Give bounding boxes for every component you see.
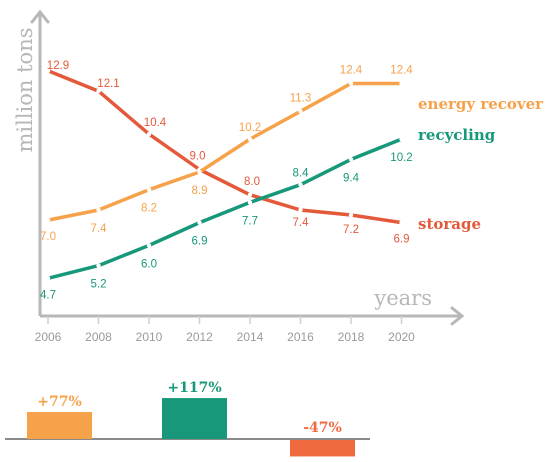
data-point — [96, 263, 101, 268]
change-bar — [162, 398, 227, 439]
data-label: 7.4 — [91, 223, 108, 235]
data-label: 7.2 — [343, 224, 359, 236]
data-point — [298, 182, 303, 187]
change-label: +117% — [167, 380, 221, 396]
data-point — [197, 220, 202, 225]
data-label: 10.2 — [390, 152, 412, 164]
data-point — [399, 81, 404, 86]
data-point — [247, 192, 253, 197]
data-point — [146, 131, 152, 137]
data-label: 7.4 — [293, 217, 310, 229]
x-tick-label: 2012 — [186, 330, 213, 344]
data-point — [247, 136, 253, 142]
series-name-recycling: recycling — [418, 126, 496, 144]
x-tick-label: 2014 — [237, 330, 264, 344]
data-point — [45, 68, 51, 74]
data-label: 10.4 — [144, 117, 167, 129]
x-tick-label: 2018 — [338, 330, 365, 344]
series-line-recycling — [46, 137, 404, 281]
data-label: 8.0 — [244, 176, 260, 188]
data-point — [96, 88, 101, 94]
data-point — [197, 169, 202, 175]
data-label: 6.9 — [192, 236, 208, 248]
x-axis-arrow — [450, 306, 465, 326]
data-label: 9.0 — [190, 151, 206, 163]
data-labels: 12.9 12.1 10.4 9.0 8.0 7.4 7.2 6.9 storage 7.0 7.4… — [40, 60, 544, 301]
x-tick-label: 2008 — [85, 330, 112, 344]
data-label: 8.9 — [192, 185, 208, 197]
data-point — [348, 212, 354, 218]
data-label: 12.4 — [340, 64, 363, 76]
x-tick-label: 2020 — [388, 330, 415, 344]
data-label: 12.9 — [47, 60, 69, 72]
data-point — [399, 220, 404, 225]
data-label: 12.1 — [97, 78, 119, 90]
data-point — [298, 207, 303, 213]
data-point — [399, 136, 404, 142]
series-name-storage: storage — [418, 215, 481, 233]
data-label: 9.4 — [343, 172, 360, 184]
data-label: 8.4 — [293, 168, 310, 180]
data-point — [348, 157, 354, 162]
x-axis-title: years — [373, 286, 432, 310]
series-line-storage — [46, 69, 404, 225]
change-label: +77% — [37, 394, 82, 410]
data-label: 5.2 — [91, 279, 107, 291]
x-tick-label: 2016 — [287, 330, 314, 344]
x-tick-label: 2010 — [136, 330, 163, 344]
x-tick-label: 2006 — [35, 330, 62, 344]
data-label: 4.7 — [40, 289, 56, 301]
data-point — [45, 276, 51, 281]
data-label: 10.2 — [239, 122, 261, 134]
data-label: 7.0 — [40, 231, 56, 243]
change-bar — [27, 412, 92, 439]
data-point — [45, 217, 51, 223]
data-point — [348, 81, 354, 86]
data-label: 12.4 — [390, 64, 413, 76]
data-label: 8.2 — [141, 203, 157, 215]
series-lines — [45, 68, 404, 281]
data-point — [96, 207, 101, 213]
data-point — [298, 109, 303, 114]
data-label: 7.7 — [242, 215, 258, 227]
data-label: 6.9 — [394, 234, 410, 246]
y-axis-arrow — [30, 9, 50, 24]
change-bar — [290, 440, 355, 457]
data-label: 6.0 — [141, 258, 157, 270]
series-line-energy-recover — [46, 81, 404, 222]
data-point — [247, 200, 253, 205]
data-point — [146, 243, 152, 248]
axes: million tons years 2006 2008 2010 2012 2014 201… — [13, 9, 465, 344]
change-bars: +77% +117% -47% — [5, 380, 370, 457]
series-name-energy-recover: energy recover — [418, 95, 544, 113]
change-label: -47% — [303, 420, 342, 436]
data-label: 11.3 — [290, 92, 312, 104]
data-point — [146, 187, 152, 192]
y-axis-title: million tons — [13, 27, 37, 152]
